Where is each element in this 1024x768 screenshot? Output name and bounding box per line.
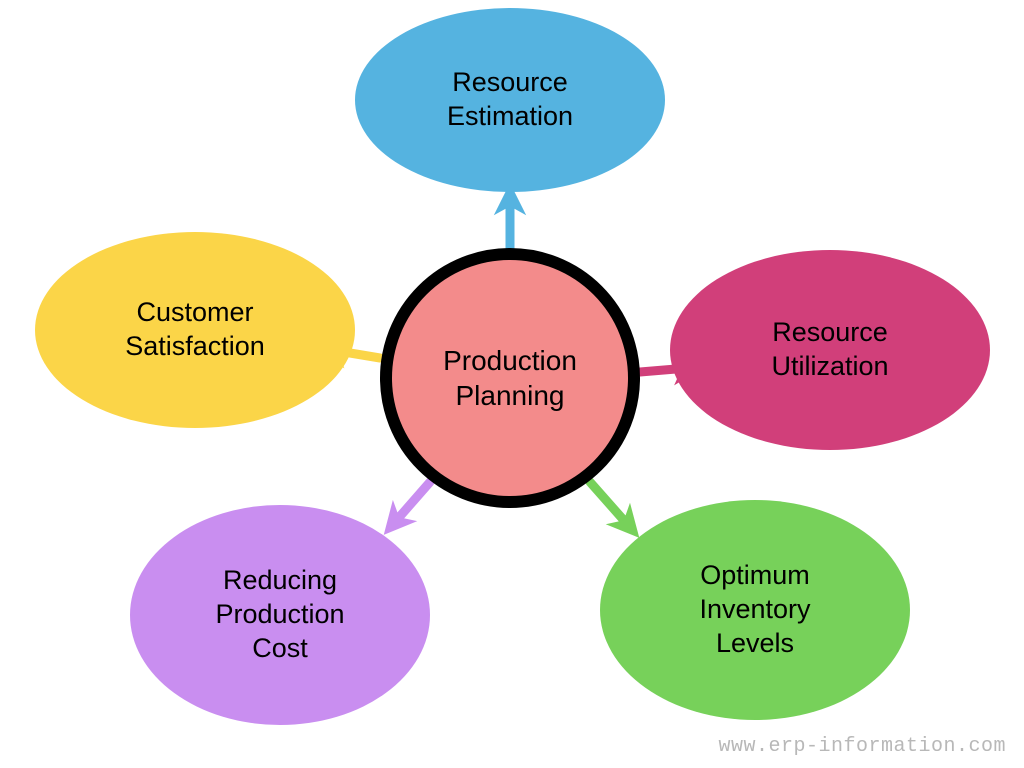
- node-customer-satisfaction: Customer Satisfaction: [35, 232, 355, 428]
- center-node: Production Planning: [380, 248, 640, 508]
- node-optimum-inventory: Optimum Inventory Levels: [600, 500, 910, 720]
- node-label-optimum-inventory: Optimum Inventory Levels: [699, 559, 810, 660]
- footer-attribution: www.erp-information.com: [718, 735, 1006, 758]
- node-label-resource-estimation: Resource Estimation: [447, 66, 573, 134]
- node-reducing-cost: Reducing Production Cost: [130, 505, 430, 725]
- node-label-resource-utilization: Resource Utilization: [771, 316, 888, 384]
- center-label: Production Planning: [443, 343, 577, 413]
- node-label-reducing-cost: Reducing Production Cost: [215, 564, 344, 665]
- node-resource-utilization: Resource Utilization: [670, 250, 990, 450]
- node-resource-estimation: Resource Estimation: [355, 8, 665, 192]
- node-label-customer-satisfaction: Customer Satisfaction: [125, 296, 265, 364]
